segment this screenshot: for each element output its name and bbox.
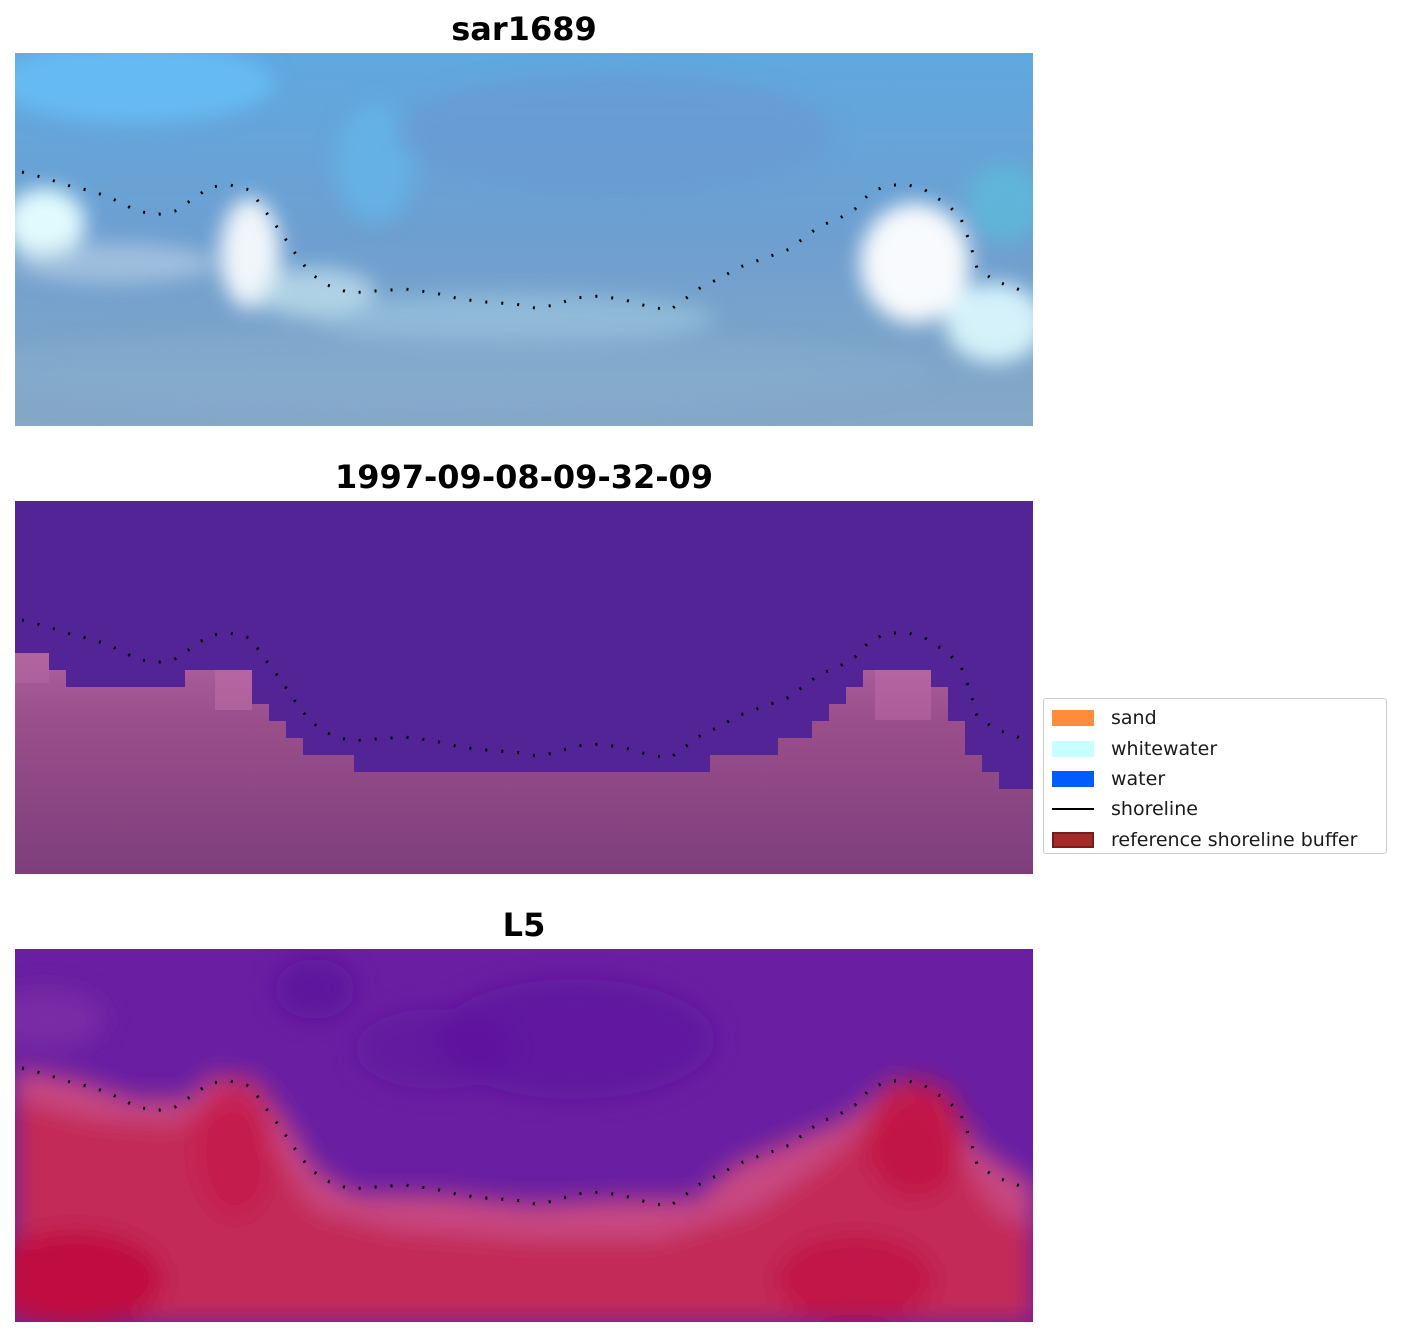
legend-item-reference-shoreline-buffer: reference shoreline buffer	[1052, 825, 1386, 855]
index-image-panel	[15, 949, 1033, 1322]
classified-image-panel	[15, 501, 1033, 874]
classified-image	[15, 501, 1033, 874]
legend-label: whitewater	[1111, 737, 1218, 760]
legend-label: reference shoreline buffer	[1111, 828, 1358, 851]
panel-title-index: L5	[502, 906, 546, 944]
sand-swatch	[1052, 710, 1094, 727]
legend-item-water: water	[1052, 764, 1386, 794]
whitewater-swatch	[1052, 740, 1094, 757]
shoreline-line-swatch	[1052, 801, 1094, 817]
legend-item-sand: sand	[1052, 703, 1386, 733]
legend-label: shoreline	[1111, 798, 1198, 821]
legend-label: sand	[1111, 707, 1157, 730]
legend-item-whitewater: whitewater	[1052, 733, 1386, 763]
legend: sand whitewater water shoreline referenc…	[1043, 698, 1387, 854]
panel-title-rgb: sar1689	[451, 10, 597, 48]
shoreline	[21, 618, 1031, 760]
index-image	[15, 949, 1033, 1322]
water-swatch	[1052, 770, 1094, 787]
reference-shoreline-buffer-region	[15, 653, 1033, 874]
shoreline	[21, 1066, 1031, 1208]
rgb-image	[15, 53, 1033, 426]
buffer-swatch	[1052, 831, 1094, 848]
panel-title-classified: 1997-09-08-09-32-09	[334, 458, 714, 496]
shoreline	[21, 170, 1031, 312]
legend-label: water	[1111, 767, 1166, 790]
legend-item-shoreline: shoreline	[1052, 794, 1386, 824]
rgb-image-panel	[15, 53, 1033, 426]
